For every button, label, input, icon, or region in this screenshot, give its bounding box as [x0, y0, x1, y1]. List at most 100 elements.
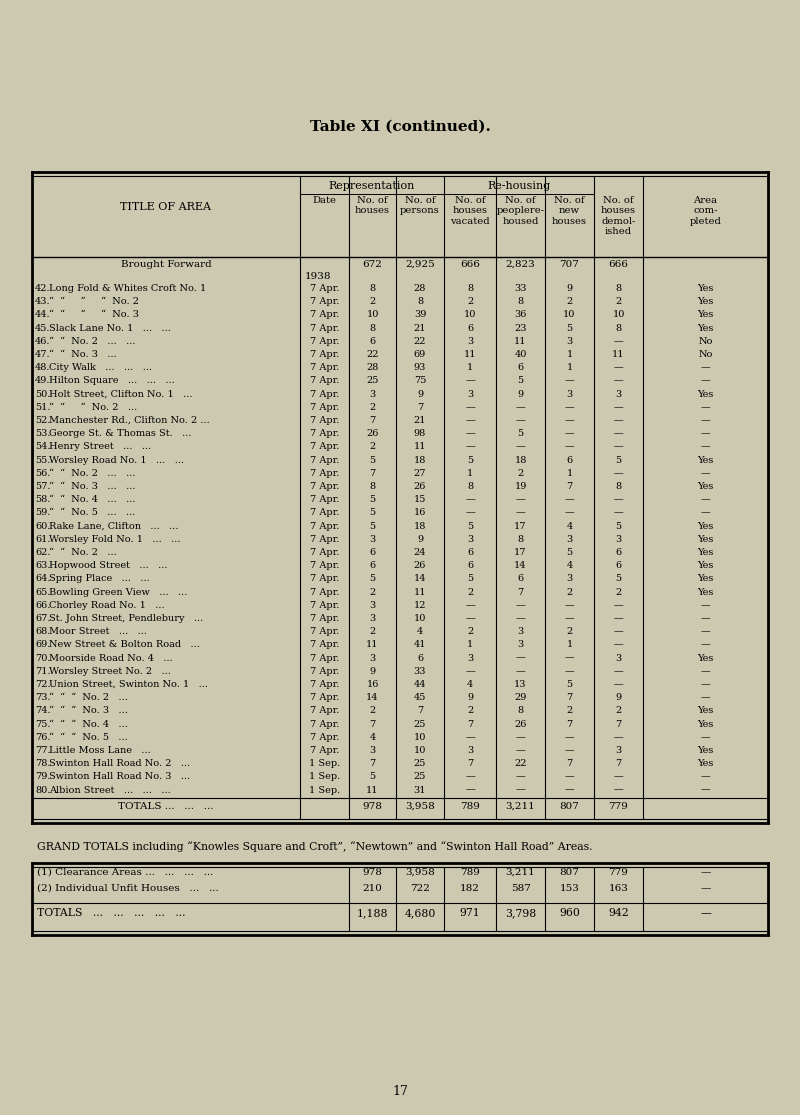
- Text: —: —: [565, 667, 574, 676]
- Text: 779: 779: [609, 802, 629, 811]
- Text: 4,680: 4,680: [404, 908, 436, 918]
- Text: 2: 2: [566, 628, 573, 637]
- Text: —: —: [516, 653, 526, 662]
- Text: 25: 25: [414, 719, 426, 728]
- Text: 5: 5: [566, 547, 573, 558]
- Text: George St. & Thomas St.   ...: George St. & Thomas St. ...: [49, 429, 191, 438]
- Text: 78.: 78.: [35, 759, 50, 768]
- Text: 33: 33: [514, 284, 526, 293]
- Text: —: —: [465, 495, 475, 504]
- Text: Holt Street, Clifton No. 1   ...: Holt Street, Clifton No. 1 ...: [49, 389, 193, 398]
- Text: 10: 10: [612, 310, 625, 319]
- Text: Yes: Yes: [698, 653, 714, 662]
- Text: —: —: [565, 614, 574, 623]
- Text: Table XI (continued).: Table XI (continued).: [310, 120, 490, 134]
- Text: 75: 75: [414, 377, 426, 386]
- Text: 7: 7: [566, 482, 573, 491]
- Text: 61.: 61.: [35, 535, 50, 544]
- Text: Union Street, Swinton No. 1   ...: Union Street, Swinton No. 1 ...: [49, 680, 208, 689]
- Text: Little Moss Lane   ...: Little Moss Lane ...: [49, 746, 150, 755]
- Text: 3: 3: [566, 574, 573, 583]
- Text: 707: 707: [559, 260, 579, 269]
- Text: —: —: [516, 733, 526, 741]
- Text: 66.: 66.: [35, 601, 50, 610]
- Text: Yes: Yes: [698, 707, 714, 716]
- Text: 77.: 77.: [35, 746, 50, 755]
- Text: Yes: Yes: [698, 588, 714, 597]
- Text: 8: 8: [615, 482, 622, 491]
- Text: 10: 10: [414, 614, 426, 623]
- Text: —: —: [614, 416, 623, 425]
- Text: 19: 19: [514, 482, 526, 491]
- Text: 11: 11: [414, 588, 426, 597]
- Text: 7: 7: [615, 719, 622, 728]
- Text: “  “     “     “  No. 2: “ “ “ “ No. 2: [49, 298, 139, 307]
- Text: 3,958: 3,958: [405, 867, 435, 878]
- Text: 2: 2: [467, 707, 473, 716]
- Text: 5: 5: [615, 522, 622, 531]
- Text: 7: 7: [615, 759, 622, 768]
- Text: —: —: [701, 733, 710, 741]
- Text: 98: 98: [414, 429, 426, 438]
- Text: —: —: [614, 363, 623, 372]
- Text: —: —: [516, 416, 526, 425]
- Text: —: —: [614, 614, 623, 623]
- Text: 45.: 45.: [35, 323, 50, 332]
- Text: 7: 7: [370, 468, 376, 478]
- Text: 53.: 53.: [35, 429, 50, 438]
- Text: 978: 978: [362, 802, 382, 811]
- Text: 2,823: 2,823: [506, 260, 535, 269]
- Text: Yes: Yes: [698, 561, 714, 570]
- Text: 29: 29: [514, 694, 526, 702]
- Text: 7: 7: [370, 759, 376, 768]
- Text: 9: 9: [467, 694, 473, 702]
- Text: 25: 25: [414, 759, 426, 768]
- Text: 7: 7: [370, 719, 376, 728]
- Text: Yes: Yes: [698, 389, 714, 398]
- Text: 666: 666: [460, 260, 480, 269]
- Text: 5: 5: [370, 456, 375, 465]
- Text: 7 Apr.: 7 Apr.: [310, 482, 339, 491]
- Text: 6: 6: [467, 547, 473, 558]
- Text: Yes: Yes: [698, 310, 714, 319]
- Text: 971: 971: [460, 908, 480, 918]
- Text: 7: 7: [566, 759, 573, 768]
- Text: Albion Street   ...   ...   ...: Albion Street ... ... ...: [49, 786, 170, 795]
- Text: —: —: [701, 468, 710, 478]
- Text: —: —: [614, 468, 623, 478]
- Text: 26: 26: [414, 561, 426, 570]
- Text: —: —: [565, 653, 574, 662]
- Text: GRAND TOTALS including “Knowles Square and Croft”, “Newtown” and “Swinton Hall R: GRAND TOTALS including “Knowles Square a…: [37, 841, 593, 852]
- Text: 5: 5: [370, 508, 375, 517]
- Text: —: —: [516, 443, 526, 452]
- Text: 4: 4: [566, 561, 573, 570]
- Text: —: —: [700, 908, 711, 918]
- Text: 722: 722: [410, 884, 430, 893]
- Text: 43.: 43.: [35, 298, 50, 307]
- Text: —: —: [516, 601, 526, 610]
- Text: 7 Apr.: 7 Apr.: [310, 614, 339, 623]
- Text: 42.: 42.: [35, 284, 50, 293]
- Text: 587: 587: [510, 884, 530, 893]
- Text: 45: 45: [414, 694, 426, 702]
- Text: 65.: 65.: [35, 588, 50, 597]
- Text: —: —: [614, 508, 623, 517]
- Text: 2: 2: [467, 588, 473, 597]
- Text: 3: 3: [467, 746, 473, 755]
- Text: “  “  No. 5   ...   ...: “ “ No. 5 ... ...: [49, 508, 135, 517]
- Text: —: —: [565, 733, 574, 741]
- Text: 7: 7: [566, 719, 573, 728]
- Text: 7 Apr.: 7 Apr.: [310, 694, 339, 702]
- Text: 9: 9: [417, 389, 423, 398]
- Text: 52.: 52.: [35, 416, 50, 425]
- Text: 5: 5: [370, 574, 375, 583]
- Text: 7 Apr.: 7 Apr.: [310, 522, 339, 531]
- Text: “  “  No. 3   ...   ...: “ “ No. 3 ... ...: [49, 482, 135, 491]
- Text: 73.: 73.: [35, 694, 50, 702]
- Text: —: —: [614, 628, 623, 637]
- Text: 2: 2: [370, 403, 376, 411]
- Text: 70.: 70.: [35, 653, 50, 662]
- Text: 978: 978: [362, 867, 382, 878]
- Text: 69: 69: [414, 350, 426, 359]
- Text: —: —: [565, 403, 574, 411]
